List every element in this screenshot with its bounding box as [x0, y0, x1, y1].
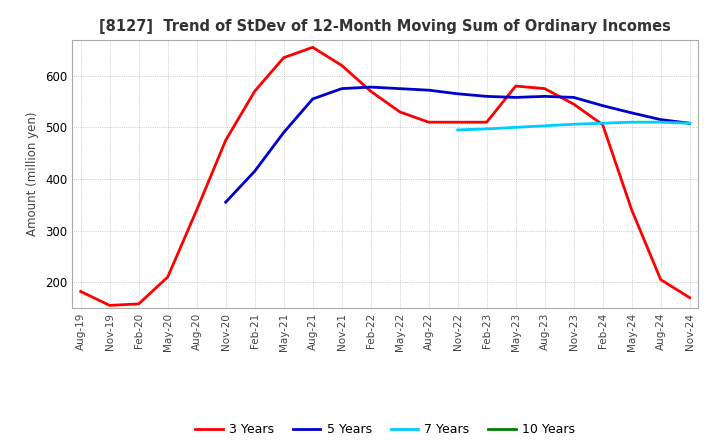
- 5 Years: [308, 96, 317, 102]
- 5 Years: [482, 94, 491, 99]
- 3 Years: [279, 55, 288, 60]
- 5 Years: [685, 121, 694, 126]
- Title: [8127]  Trend of StDev of 12-Month Moving Sum of Ordinary Incomes: [8127] Trend of StDev of 12-Month Moving…: [99, 19, 671, 34]
- 5 Years: [366, 84, 375, 90]
- 3 Years: [685, 295, 694, 301]
- 3 Years: [511, 84, 520, 89]
- 3 Years: [221, 138, 230, 143]
- Line: 5 Years: 5 Years: [225, 87, 690, 202]
- 3 Years: [338, 63, 346, 68]
- 5 Years: [424, 88, 433, 93]
- 5 Years: [395, 86, 404, 91]
- 3 Years: [395, 109, 404, 114]
- Y-axis label: Amount (million yen): Amount (million yen): [27, 112, 40, 236]
- 5 Years: [570, 95, 578, 100]
- 3 Years: [135, 301, 143, 307]
- 3 Years: [482, 120, 491, 125]
- 3 Years: [192, 207, 201, 213]
- 3 Years: [366, 88, 375, 94]
- 3 Years: [105, 303, 114, 308]
- 7 Years: [685, 121, 694, 126]
- 5 Years: [251, 169, 259, 174]
- 5 Years: [541, 94, 549, 99]
- 3 Years: [251, 88, 259, 94]
- 7 Years: [454, 127, 462, 132]
- 7 Years: [598, 121, 607, 126]
- 7 Years: [657, 120, 665, 125]
- 7 Years: [627, 120, 636, 125]
- 3 Years: [308, 45, 317, 50]
- 5 Years: [511, 95, 520, 100]
- 7 Years: [541, 123, 549, 128]
- 5 Years: [627, 110, 636, 116]
- Line: 7 Years: 7 Years: [458, 122, 690, 130]
- Legend: 3 Years, 5 Years, 7 Years, 10 Years: 3 Years, 5 Years, 7 Years, 10 Years: [191, 418, 580, 440]
- 3 Years: [454, 120, 462, 125]
- Line: 3 Years: 3 Years: [81, 48, 690, 305]
- 5 Years: [598, 103, 607, 108]
- 3 Years: [627, 207, 636, 213]
- 3 Years: [541, 86, 549, 91]
- 3 Years: [76, 289, 85, 294]
- 5 Years: [338, 86, 346, 91]
- 7 Years: [570, 121, 578, 127]
- 3 Years: [570, 102, 578, 107]
- 3 Years: [657, 277, 665, 282]
- 7 Years: [482, 126, 491, 132]
- 3 Years: [163, 275, 172, 280]
- 5 Years: [279, 130, 288, 135]
- 7 Years: [511, 125, 520, 130]
- 5 Years: [454, 91, 462, 96]
- 5 Years: [657, 117, 665, 122]
- 3 Years: [598, 122, 607, 128]
- 3 Years: [424, 120, 433, 125]
- 5 Years: [221, 200, 230, 205]
